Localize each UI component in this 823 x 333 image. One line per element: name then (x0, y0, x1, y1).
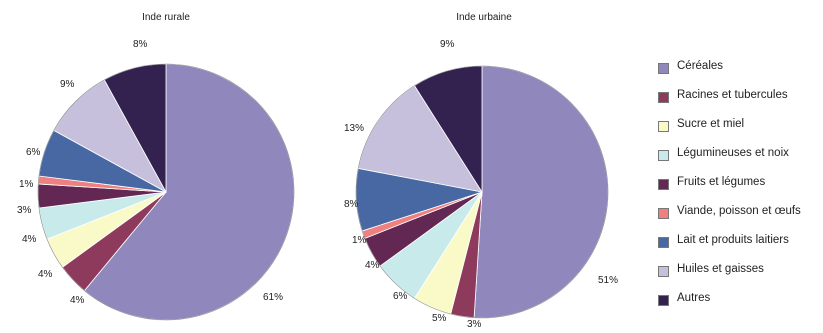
data-label-rural-8: 8% (133, 39, 148, 50)
pie-outline-rural (37, 63, 295, 321)
legend-item-1: Racines et tubercules (658, 89, 823, 118)
data-label-rural-5: 1% (19, 179, 34, 190)
data-label-urban-4: 4% (365, 260, 380, 271)
data-label-rural-6: 6% (26, 147, 41, 158)
legend: Céréales Racines et tubercules Sucre et mi… (658, 60, 823, 321)
legend-swatch-7 (658, 266, 669, 277)
legend-swatch-2 (658, 121, 669, 132)
legend-label-1: Racines et tubercules (677, 89, 788, 101)
data-label-rural-7: 9% (60, 79, 75, 90)
legend-swatch-5 (658, 208, 669, 219)
legend-swatch-0 (658, 63, 669, 74)
chart-title-urban: Inde urbaine (456, 12, 512, 23)
data-label-urban-3: 6% (393, 291, 408, 302)
legend-item-0: Céréales (658, 60, 823, 89)
legend-label-0: Céréales (677, 60, 724, 72)
legend-item-5: Viande, poisson et œufs (658, 205, 823, 234)
data-label-rural-4: 3% (17, 205, 32, 216)
legend-label-7: Huiles et gaisses (677, 263, 764, 275)
legend-item-2: Sucre et miel (658, 118, 823, 147)
data-label-urban-5: 1% (352, 235, 367, 246)
legend-swatch-1 (658, 92, 669, 103)
legend-item-3: Légumineuses et noix (658, 147, 823, 176)
legend-label-3: Légumineuses et noix (677, 147, 789, 159)
legend-label-4: Fruits et légumes (677, 176, 766, 188)
legend-label-6: Lait et produits laitiers (677, 234, 789, 246)
legend-swatch-3 (658, 150, 669, 161)
data-label-urban-2: 5% (432, 313, 447, 324)
pie-rural: 61% 4% 4% 4% 3% 1% 6% 9% 8% (17, 39, 295, 321)
data-label-rural-0: 61% (263, 292, 283, 303)
legend-label-2: Sucre et miel (677, 118, 745, 130)
legend-label-8: Autres (677, 292, 711, 304)
legend-item-4: Fruits et légumes (658, 176, 823, 205)
data-label-rural-3: 4% (22, 234, 37, 245)
legend-item-7: Huiles et gaisses (658, 263, 823, 292)
pie-slice-urban-0 (473, 65, 609, 319)
chart-title-rural: Inde rurale (142, 12, 190, 23)
pie-urban: 51% 3% 5% 6% 4% 1% 8% 13% 9% (344, 39, 618, 330)
pie-outline-urban (355, 65, 609, 319)
pie-charts-figure: Inde rurale Inde urbaine 61% 4% 4% 4% 3% 1% 6%… (17, 12, 618, 330)
legend-label-5: Viande, poisson et œufs (677, 205, 801, 217)
data-label-urban-8: 9% (440, 39, 455, 50)
data-label-urban-1: 3% (467, 319, 482, 330)
data-label-urban-0: 51% (598, 275, 618, 286)
legend-swatch-4 (658, 179, 669, 190)
legend-item-6: Lait et produits laitiers (658, 234, 823, 263)
data-label-urban-7: 13% (344, 123, 364, 134)
data-label-urban-6: 8% (344, 199, 359, 210)
data-label-rural-2: 4% (38, 269, 53, 280)
legend-item-8: Autres (658, 292, 823, 321)
legend-swatch-6 (658, 237, 669, 248)
data-label-rural-1: 4% (70, 295, 85, 306)
legend-swatch-8 (658, 295, 669, 306)
